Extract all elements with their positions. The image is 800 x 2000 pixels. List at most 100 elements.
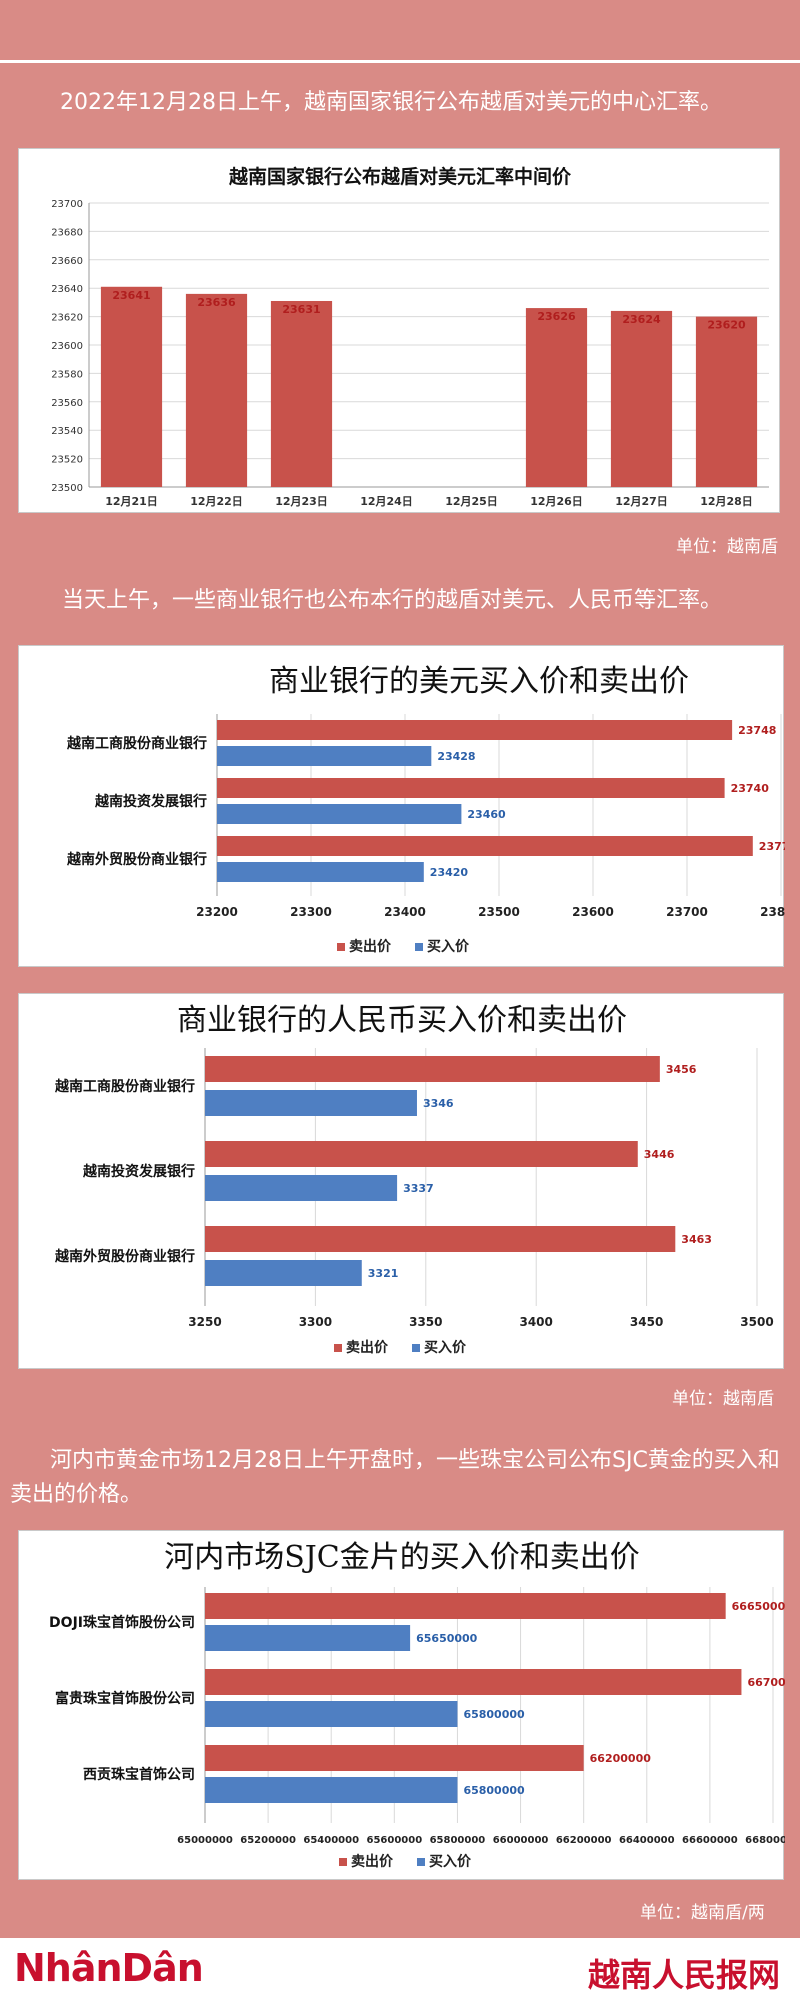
- chart-gold-panel: 河内市场SJC金片的买入价和卖出价 65000000 65200000 6540000…: [18, 1530, 785, 1880]
- bar-sell: [217, 836, 753, 856]
- chart-gold-prices: 河内市场SJC金片的买入价和卖出价 65000000 65200000 6540000…: [49, 1540, 785, 1870]
- bar: [695, 316, 758, 487]
- category-label: 西贡珠宝首饰公司: [83, 1766, 195, 1783]
- chart-usd-rates: 商业银行的美元买入价和卖出价 23200 23300 23400 23500 23600 2…: [66, 664, 785, 955]
- bar-sell: [205, 1745, 584, 1771]
- x-tick-label: 23500: [478, 905, 520, 919]
- nhandan-logo[interactable]: NhânDân: [14, 1946, 204, 1990]
- y-tick-label: 23580: [51, 369, 83, 380]
- chart-title: 越南国家银行公布越盾对美元汇率中间价: [228, 165, 572, 188]
- data-label-sell: 3463: [681, 1233, 712, 1246]
- x-tick-label: 66600000: [682, 1835, 738, 1846]
- y-tick-label: 23680: [51, 227, 83, 238]
- x-tick-label: 66000000: [493, 1835, 549, 1846]
- category-label: 越南外贸股份商业银行: [66, 851, 207, 868]
- legend-swatch-sell: [337, 943, 345, 951]
- bar-sell: [205, 1669, 742, 1695]
- unit-label-3: 单位：越南盾/两: [640, 1903, 765, 1923]
- chart-central-rate-panel: 越南国家银行公布越盾对美元汇率中间价 23500 23520 23540 23560 23…: [18, 148, 780, 513]
- bar: [185, 293, 248, 487]
- bar: [610, 310, 673, 487]
- bar-buy: [205, 1625, 411, 1651]
- data-label-buy: 3337: [403, 1182, 434, 1195]
- x-tick-label: 12月23日: [275, 495, 328, 508]
- x-tick-label: 65200000: [240, 1835, 296, 1846]
- category-label: 越南工商股份商业银行: [66, 735, 207, 752]
- bar-sell: [205, 1226, 676, 1252]
- x-tick-label: 12月27日: [615, 495, 668, 508]
- data-label: 23626: [537, 310, 576, 323]
- data-label-buy: 65650000: [416, 1632, 478, 1645]
- data-label-buy: 23420: [430, 866, 469, 879]
- x-tick-label: 23200: [196, 905, 238, 919]
- chart-title: 河内市场SJC金片的买入价和卖出价: [164, 1540, 640, 1575]
- bar-buy: [205, 1260, 362, 1286]
- y-tick-label: 23640: [51, 284, 83, 295]
- data-label-buy: 65800000: [463, 1784, 525, 1797]
- data-label-sell: 66200000: [590, 1752, 652, 1765]
- bar-buy: [217, 746, 432, 766]
- chart-title: 商业银行的人民币买入价和卖出价: [177, 1003, 627, 1038]
- chart-cny-panel: 商业银行的人民币买入价和卖出价 3250 3300 3350 3400 3450 3500 3…: [18, 993, 784, 1369]
- bar: [100, 286, 163, 487]
- bar-buy: [217, 862, 424, 882]
- bar: [525, 308, 588, 487]
- bar-sell: [205, 1141, 638, 1167]
- bar-buy: [205, 1090, 417, 1116]
- data-label-buy: 3346: [423, 1097, 454, 1110]
- x-tick-label: 23700: [666, 905, 708, 919]
- footer: NhânDân 越南人民报网: [0, 1938, 800, 2000]
- category-label: 越南投资发展银行: [82, 1163, 195, 1180]
- unit-label-1: 单位：越南盾: [676, 537, 778, 557]
- category-label: DOJI珠宝首饰股份公司: [49, 1614, 195, 1631]
- data-label: 23641: [112, 289, 150, 302]
- data-label-buy: 65800000: [463, 1708, 525, 1721]
- legend-swatch-buy: [417, 1858, 425, 1866]
- bar-buy: [205, 1701, 458, 1727]
- y-tick-label: 23600: [51, 341, 83, 352]
- site-name-logo[interactable]: 越南人民报网: [587, 1956, 780, 1994]
- x-tick-label: 66400000: [619, 1835, 675, 1846]
- x-tick-label: 12月25日: [445, 495, 498, 508]
- data-label-buy: 3321: [368, 1267, 399, 1280]
- legend-swatch-buy: [412, 1344, 420, 1352]
- x-tick-label: 3300: [299, 1315, 332, 1329]
- x-tick-label: 3450: [630, 1315, 663, 1329]
- chart-title: 商业银行的美元买入价和卖出价: [269, 664, 689, 699]
- x-tick-label: 3250: [188, 1315, 221, 1329]
- data-label-buy: 23428: [437, 750, 475, 763]
- data-label: 23636: [197, 296, 236, 309]
- y-tick-label: 23520: [51, 455, 83, 466]
- bar-sell: [205, 1593, 726, 1619]
- category-label: 富贵珠宝首饰股份公司: [55, 1690, 195, 1707]
- x-tick-label: 23300: [290, 905, 332, 919]
- chart-cny-rates: 商业银行的人民币买入价和卖出价 3250 3300 3350 3400 3450 3500 3…: [54, 1003, 774, 1356]
- intro-text: 2022年12月28日上午，越南国家银行公布越盾对美元的中心汇率。: [60, 90, 722, 115]
- data-label: 23624: [622, 313, 661, 326]
- data-label-sell: 66700000: [747, 1676, 785, 1689]
- y-tick-label: 23500: [51, 483, 83, 494]
- bar: [270, 300, 333, 487]
- legend-label-sell: 卖出价: [351, 1853, 394, 1870]
- unit-label-2: 单位：越南盾: [672, 1389, 774, 1409]
- legend-swatch-buy: [415, 943, 423, 951]
- data-label-sell: 3456: [666, 1063, 697, 1076]
- gold-market-text: 河内市黄金市场12月28日上午开盘时，一些珠宝公司公布SJC黄金的买入和卖出的价…: [10, 1448, 780, 1507]
- x-tick-label: 66800000: [745, 1835, 785, 1846]
- x-tick-label: 3400: [519, 1315, 552, 1329]
- x-tick-label: 66200000: [556, 1835, 612, 1846]
- data-label: 23631: [282, 303, 320, 316]
- legend-swatch-sell: [334, 1344, 342, 1352]
- x-tick-label: 65000000: [177, 1835, 233, 1846]
- x-tick-label: 3350: [409, 1315, 442, 1329]
- y-tick-label: 23620: [51, 313, 83, 324]
- x-tick-label: 12月21日: [105, 495, 158, 508]
- x-tick-label: 12月22日: [190, 495, 243, 508]
- data-label-sell: 23770: [759, 840, 785, 853]
- bar-buy: [217, 804, 462, 824]
- top-divider: [0, 60, 800, 63]
- y-tick-label: 23540: [51, 426, 83, 437]
- data-label: 23620: [707, 319, 746, 332]
- x-tick-label: 23400: [384, 905, 426, 919]
- legend-label-sell: 卖出价: [349, 938, 392, 955]
